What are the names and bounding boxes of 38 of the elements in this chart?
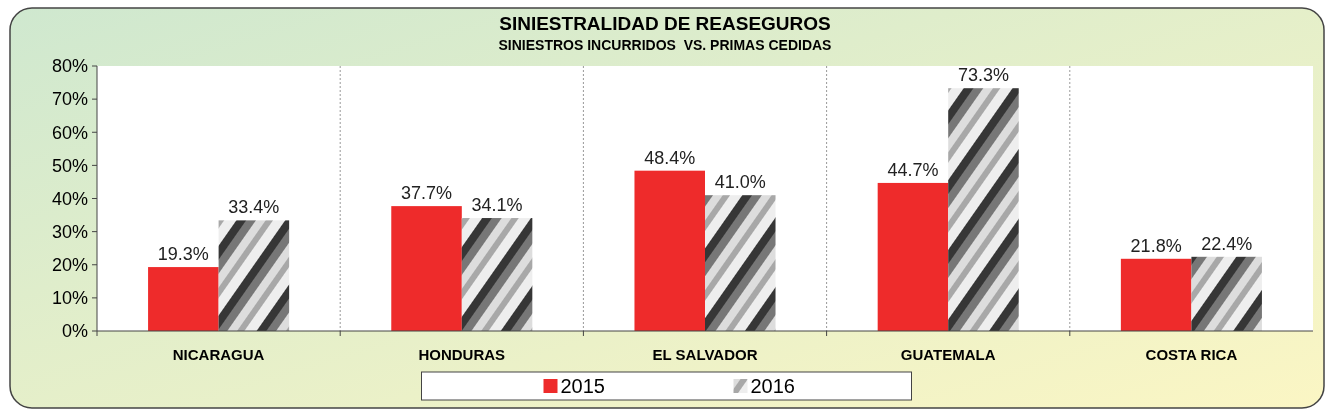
- y-tick-label: 20%: [51, 255, 88, 276]
- y-tick-label: 0%: [61, 321, 88, 342]
- data-label: 19.3%: [157, 244, 209, 265]
- y-tick-label: 40%: [51, 188, 88, 209]
- data-label: 34.1%: [471, 195, 523, 216]
- y-tick-label: 30%: [51, 221, 88, 242]
- bar: [948, 88, 1019, 331]
- y-tick-label: 60%: [51, 122, 88, 143]
- y-tick-label: 50%: [51, 155, 88, 176]
- y-tick-label: 10%: [51, 288, 88, 309]
- data-label: 37.7%: [401, 183, 453, 204]
- bar: [461, 218, 533, 331]
- x-tick-label: GUATEMALA: [900, 346, 996, 363]
- bar: [877, 182, 949, 331]
- legend-label: 2016: [750, 375, 795, 397]
- chart-subtitle: SINIESTROS INCURRIDOS VS. PRIMAS CEDIDAS: [498, 37, 832, 53]
- data-label: 48.4%: [644, 147, 696, 168]
- bar: [1120, 258, 1192, 331]
- x-tick-label: NICARAGUA: [172, 346, 265, 363]
- data-label: 41.0%: [714, 172, 766, 193]
- data-label: 22.4%: [1201, 233, 1253, 254]
- x-tick-label: COSTA RICA: [1145, 346, 1238, 363]
- data-label: 73.3%: [957, 65, 1009, 86]
- legend-label: 2015: [560, 375, 605, 397]
- x-tick-label: HONDURAS: [418, 346, 506, 363]
- chart-title: SINIESTRALIDAD DE REASEGUROS: [499, 13, 831, 34]
- y-tick-label: 70%: [51, 89, 88, 110]
- data-label: 21.8%: [1130, 235, 1182, 256]
- bar: [391, 206, 462, 331]
- bar: [218, 220, 290, 331]
- bar: [1191, 256, 1262, 331]
- y-tick-label: 80%: [51, 56, 88, 77]
- bar: [705, 195, 776, 331]
- data-label: 44.7%: [887, 159, 939, 180]
- data-label: 33.4%: [228, 197, 280, 218]
- bar: [148, 267, 219, 331]
- bar: [634, 170, 705, 331]
- x-tick-label: EL SALVADOR: [652, 346, 758, 363]
